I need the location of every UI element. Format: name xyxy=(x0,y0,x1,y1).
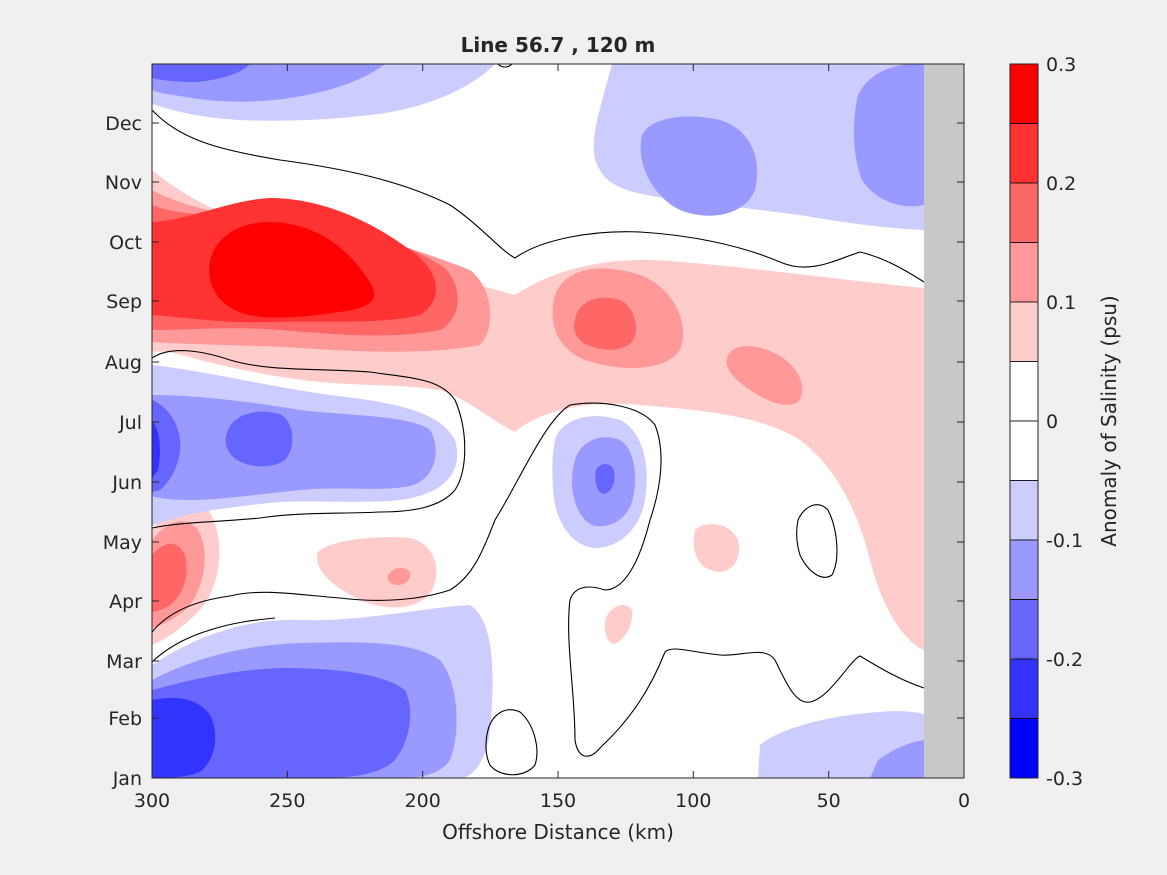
contour-neg-0.2-edge xyxy=(152,420,160,478)
y-tick-label: Oct xyxy=(109,232,142,254)
contour-neg-0.15-edge xyxy=(152,400,181,492)
zero-contour-lines xyxy=(152,64,925,776)
colorbar-tick-label: 0.3 xyxy=(1046,54,1076,76)
colorbar-tick-label: -0.1 xyxy=(1046,530,1083,552)
y-tick-label: Apr xyxy=(109,591,142,613)
y-tick-labels: Jan Feb Mar Apr May Jun Jul Aug Sep Oct … xyxy=(103,113,142,790)
x-tick-label: 300 xyxy=(134,790,170,812)
x-tick-label: 100 xyxy=(675,790,711,812)
contour-neg-0.2-jan xyxy=(152,697,216,778)
contour-neg-0.1-jul xyxy=(152,395,436,500)
colorbar-label: Anomaly of Salinity (psu) xyxy=(1097,295,1121,546)
contour-pos-0.25 xyxy=(209,222,375,318)
contour-neg-0.15-jul xyxy=(225,411,293,467)
colorbar-tick-label: 0.2 xyxy=(1046,173,1076,195)
colorbar-swatch xyxy=(1009,480,1039,541)
x-tick-label: 250 xyxy=(269,790,305,812)
y-tick-label: May xyxy=(103,532,142,554)
contour-pos-0.1-may-dot xyxy=(387,567,411,586)
contour-neg-0.1-jan-right xyxy=(870,740,924,778)
colorbar-tick-label: 0.1 xyxy=(1046,292,1076,314)
contour-field xyxy=(152,64,964,778)
contour-neg-0.1-nov xyxy=(640,116,758,216)
colorbar-tick-label: 0 xyxy=(1046,411,1058,433)
colorbar-swatches xyxy=(1009,63,1039,779)
colorbar-swatch xyxy=(1009,599,1039,660)
colorbar-swatch xyxy=(1009,420,1039,481)
y-tick-label: Sep xyxy=(106,291,142,313)
contour-neg-0.15-jun xyxy=(595,464,615,494)
colorbar-swatch xyxy=(1009,63,1039,124)
contour-neg-0.1-dec-right xyxy=(853,64,924,207)
y-tick-label: Jan xyxy=(112,768,142,790)
colorbar-swatch xyxy=(1009,539,1039,600)
colorbar-tick-label: -0.2 xyxy=(1046,649,1083,671)
y-tick-label: Nov xyxy=(105,172,142,194)
x-axis-label: Offshore Distance (km) xyxy=(442,820,674,844)
contour-neg-0.15-jan xyxy=(152,668,411,778)
colorbar-tick-labels: 0.3 0.2 0.1 0 -0.1 -0.2 -0.3 xyxy=(1046,54,1083,790)
colorbar-swatch xyxy=(1009,658,1039,719)
colorbar-ticks xyxy=(1010,63,1038,779)
contour-pos-0.05-apr xyxy=(604,604,633,644)
no-data-region xyxy=(924,64,964,778)
colorbar-tick-label: -0.3 xyxy=(1046,768,1083,790)
contour-pos-0.05-may xyxy=(317,537,437,608)
colorbar: 0.3 0.2 0.1 0 -0.1 -0.2 -0.3 Anomaly of … xyxy=(1009,54,1121,790)
y-tick-label: Dec xyxy=(105,113,142,135)
contour-pos-0.15-mid xyxy=(574,297,636,350)
contour-pos-0.05-may2 xyxy=(693,524,740,572)
colorbar-swatch xyxy=(1009,182,1039,243)
x-tick-labels: 300 250 200 150 100 50 0 xyxy=(134,790,970,812)
x-tick-label: 50 xyxy=(817,790,841,812)
colorbar-swatch xyxy=(1009,718,1039,779)
colorbar-swatch xyxy=(1009,242,1039,303)
contour-neg-0.15-top xyxy=(152,64,250,82)
colorbar-swatch xyxy=(1009,301,1039,362)
contour-pos-0.1-aug xyxy=(726,346,803,405)
chart-title: Line 56.7 , 120 m xyxy=(461,33,656,57)
x-tick-label: 150 xyxy=(540,790,576,812)
y-tick-label: Jul xyxy=(118,412,142,434)
y-tick-label: Mar xyxy=(106,651,142,673)
x-tick-label: 0 xyxy=(958,790,970,812)
colorbar-swatch xyxy=(1009,361,1039,422)
colorbar-swatch xyxy=(1009,123,1039,184)
y-tick-label: Feb xyxy=(108,708,142,730)
y-tick-label: Aug xyxy=(105,352,142,374)
contour-pos-0.15-edge xyxy=(152,543,187,612)
y-tick-label: Jun xyxy=(111,472,142,494)
tick-marks xyxy=(151,64,965,779)
x-tick-label: 200 xyxy=(405,790,441,812)
